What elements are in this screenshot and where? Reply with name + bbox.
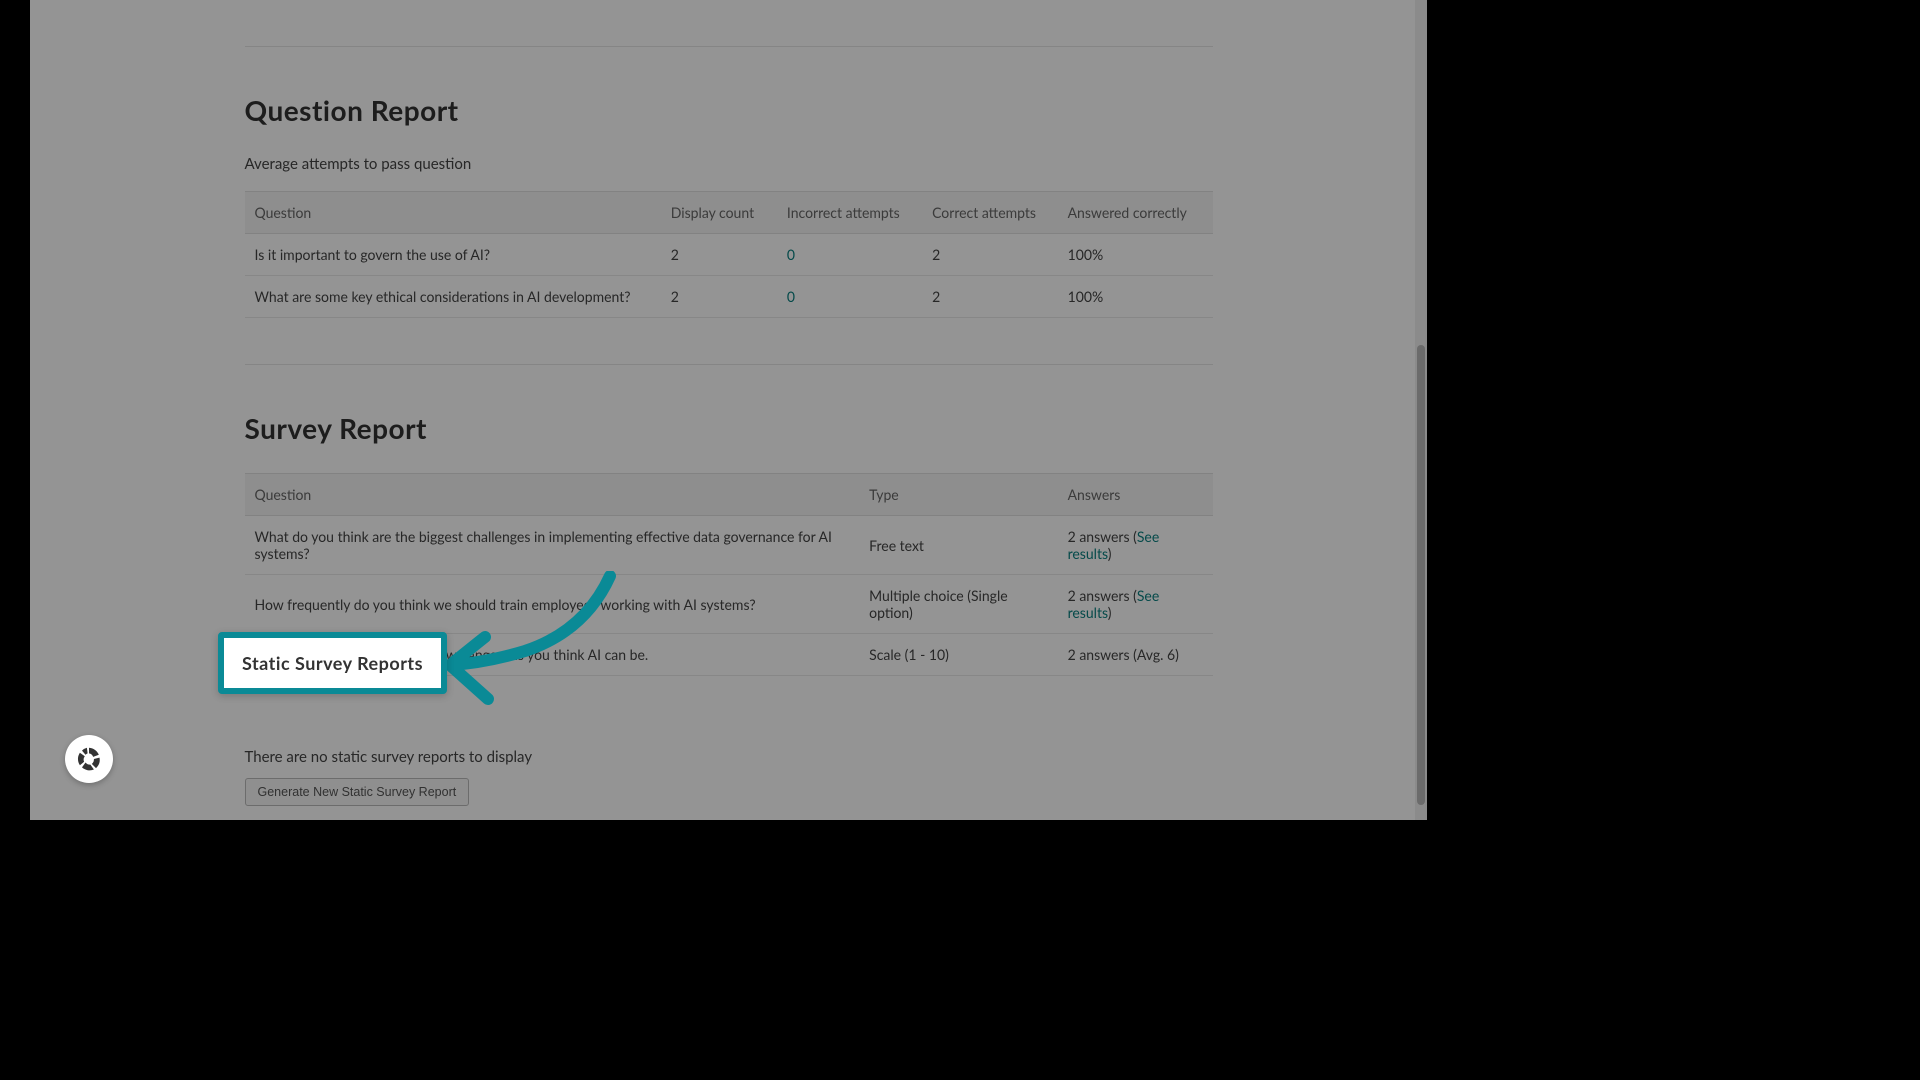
cell-type: Free text — [859, 516, 1057, 575]
cell-incorrect[interactable]: 0 — [777, 234, 922, 276]
col-answers: Answers — [1058, 474, 1213, 516]
question-report-table: Question Display count Incorrect attempt… — [245, 191, 1213, 318]
cell-answers: 2 answers (Avg. 6) — [1058, 634, 1213, 676]
cell-correct: 2 — [922, 234, 1058, 276]
cell-question: What are some key ethical considerations… — [245, 276, 661, 318]
letterbox-bottom — [0, 820, 1427, 1080]
section-divider — [245, 46, 1213, 47]
col-question: Question — [245, 474, 860, 516]
cell-correct: 2 — [922, 276, 1058, 318]
col-correct: Correct attempts — [922, 192, 1058, 234]
col-answered: Answered correctly — [1058, 192, 1213, 234]
table-row: What do you think are the biggest challe… — [245, 516, 1213, 575]
static-reports-title: Static Survey Reports — [242, 652, 423, 674]
col-type: Type — [859, 474, 1057, 516]
letterbox-right — [1427, 0, 1920, 1080]
cell-question: How frequently do you think we should tr… — [245, 575, 860, 634]
cell-display-count: 2 — [661, 276, 777, 318]
app-logo-badge[interactable] — [65, 735, 113, 783]
cell-question: What do you think are the biggest challe… — [245, 516, 860, 575]
table-row: How frequently do you think we should tr… — [245, 575, 1213, 634]
generate-static-report-button[interactable]: Generate New Static Survey Report — [245, 778, 470, 806]
table-row: Is it important to govern the use of AI?… — [245, 234, 1213, 276]
cell-answers: 2 answers (See results) — [1058, 516, 1213, 575]
highlight-callout: Static Survey Reports — [218, 632, 447, 694]
table-header-row: Question Display count Incorrect attempt… — [245, 192, 1213, 234]
cell-display-count: 2 — [661, 234, 777, 276]
table-row: What are some key ethical considerations… — [245, 276, 1213, 318]
col-incorrect: Incorrect attempts — [777, 192, 922, 234]
survey-report-title: Survey Report — [245, 411, 1213, 445]
question-report-title: Question Report — [245, 93, 1213, 127]
static-reports-empty: There are no static survey reports to di… — [245, 748, 1213, 766]
section-divider — [245, 364, 1213, 365]
cell-answers: 2 answers (See results) — [1058, 575, 1213, 634]
col-question: Question — [245, 192, 661, 234]
cell-question: Is it important to govern the use of AI? — [245, 234, 661, 276]
vertical-scrollbar[interactable] — [1415, 0, 1427, 820]
col-display-count: Display count — [661, 192, 777, 234]
table-header-row: Question Type Answers — [245, 474, 1213, 516]
cell-answered: 100% — [1058, 234, 1213, 276]
cell-answered: 100% — [1058, 276, 1213, 318]
cell-type: Scale (1 - 10) — [859, 634, 1057, 676]
cell-incorrect[interactable]: 0 — [777, 276, 922, 318]
app-logo-icon — [75, 745, 103, 773]
scrollbar-thumb[interactable] — [1417, 345, 1425, 805]
cell-type: Multiple choice (Single option) — [859, 575, 1057, 634]
question-report-subtitle: Average attempts to pass question — [245, 155, 1213, 173]
page-content-area: Question Report Average attempts to pass… — [30, 0, 1427, 820]
